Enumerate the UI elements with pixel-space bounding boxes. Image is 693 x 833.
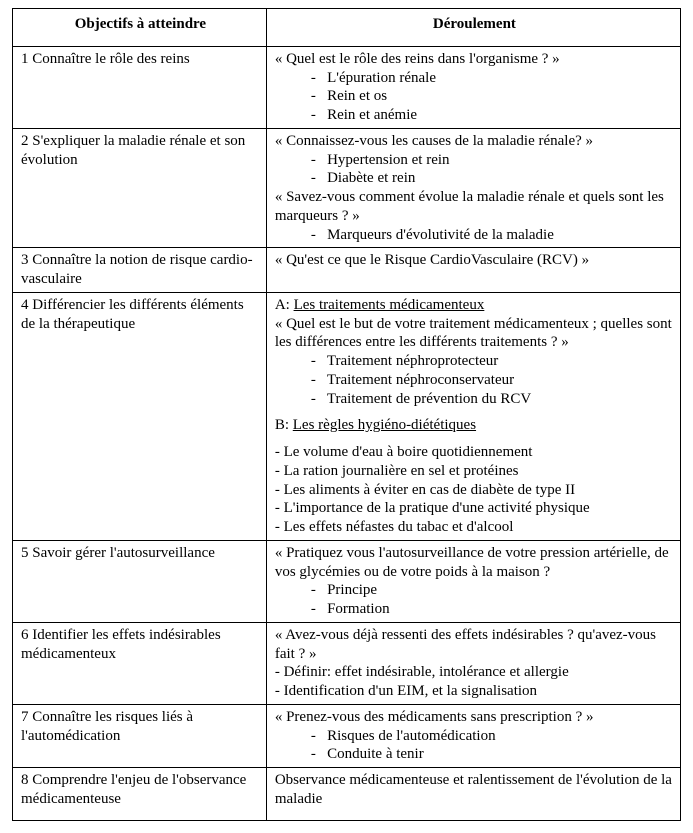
- bullet-list: Traitement néphroprotecteur Traitement n…: [275, 352, 674, 408]
- question-text: « Qu'est ce que le Risque CardioVasculai…: [275, 251, 674, 270]
- bullet-item: Rein et anémie: [311, 106, 674, 125]
- content-cell: « Qu'est ce que le Risque CardioVasculai…: [266, 248, 680, 293]
- bullet-item: Principe: [311, 581, 674, 600]
- bullet-item: Le volume d'eau à boire quotidiennement: [275, 443, 674, 462]
- bullet-item: Définir: effet indésirable, intolérance …: [275, 663, 674, 682]
- content-cell: « Pratiquez vous l'autosurveillance de v…: [266, 540, 680, 622]
- bullet-item: L'épuration rénale: [311, 69, 674, 88]
- bullet-list: Risques de l'automédication Conduite à t…: [275, 727, 674, 765]
- bullet-item: Traitement néphroconservateur: [311, 371, 674, 390]
- objectives-table: Objectifs à atteindre Déroulement 1 Conn…: [12, 8, 681, 821]
- content-cell: A: Les traitements médicamenteux « Quel …: [266, 292, 680, 540]
- section-prefix: A:: [275, 297, 294, 313]
- bullet-item: L'importance de la pratique d'une activi…: [275, 499, 674, 518]
- bullet-list: Marqueurs d'évolutivité de la maladie: [275, 226, 674, 245]
- content-cell: « Avez-vous déjà ressenti des effets ind…: [266, 622, 680, 704]
- bullet-list: Le volume d'eau à boire quotidiennement …: [275, 443, 674, 537]
- section-label: Les règles hygiéno-diététiques: [293, 417, 476, 433]
- bullet-item: Rein et os: [311, 87, 674, 106]
- question-text: « Pratiquez vous l'autosurveillance de v…: [275, 544, 674, 582]
- objective-cell: 1 Connaître le rôle des reins: [13, 46, 267, 128]
- content-cell: « Prenez-vous des médicaments sans presc…: [266, 704, 680, 767]
- table-row: 3 Connaître la notion de risque cardio-v…: [13, 248, 681, 293]
- bullet-item: Traitement néphroprotecteur: [311, 352, 674, 371]
- table-row: 1 Connaître le rôle des reins « Quel est…: [13, 46, 681, 128]
- bullet-item: Les aliments à éviter en cas de diabète …: [275, 481, 674, 500]
- header-deroulement: Déroulement: [266, 9, 680, 47]
- content-cell: « Connaissez-vous les causes de la malad…: [266, 128, 680, 248]
- content-cell: Observance médicamenteuse et ralentissem…: [266, 768, 680, 821]
- question-text: « Connaissez-vous les causes de la malad…: [275, 132, 674, 151]
- bullet-item: Hypertension et rein: [311, 151, 674, 170]
- bullet-item: Diabète et rein: [311, 169, 674, 188]
- bullet-list: L'épuration rénale Rein et os Rein et an…: [275, 69, 674, 125]
- bullet-item: Les effets néfastes du tabac et d'alcool: [275, 518, 674, 537]
- body-text: Observance médicamenteuse et ralentissem…: [275, 771, 674, 809]
- document-page: Objectifs à atteindre Déroulement 1 Conn…: [0, 0, 693, 833]
- bullet-list: Principe Formation: [275, 581, 674, 619]
- table-row: 5 Savoir gérer l'autosurveillance « Prat…: [13, 540, 681, 622]
- bullet-list: Hypertension et rein Diabète et rein: [275, 151, 674, 189]
- question-text: « Quel est le rôle des reins dans l'orga…: [275, 50, 674, 69]
- bullet-item: Marqueurs d'évolutivité de la maladie: [311, 226, 674, 245]
- bullet-item: Conduite à tenir: [311, 745, 674, 764]
- table-row: 8 Comprendre l'enjeu de l'observance méd…: [13, 768, 681, 821]
- section-heading: A: Les traitements médicamenteux: [275, 296, 674, 315]
- bullet-item: Identification d'un EIM, et la signalisa…: [275, 682, 674, 701]
- bullet-item: Formation: [311, 600, 674, 619]
- objective-cell: 6 Identifier les effets indésirables méd…: [13, 622, 267, 704]
- section-label: Les traitements médicamenteux: [294, 297, 485, 313]
- question-text: « Avez-vous déjà ressenti des effets ind…: [275, 626, 674, 664]
- table-row: 7 Connaître les risques liés à l'automéd…: [13, 704, 681, 767]
- table-row: 2 S'expliquer la maladie rénale et son é…: [13, 128, 681, 248]
- bullet-list: Définir: effet indésirable, intolérance …: [275, 663, 674, 701]
- objective-cell: 5 Savoir gérer l'autosurveillance: [13, 540, 267, 622]
- table-header-row: Objectifs à atteindre Déroulement: [13, 9, 681, 47]
- question-text: « Quel est le but de votre traitement mé…: [275, 315, 674, 353]
- table-row: 6 Identifier les effets indésirables méd…: [13, 622, 681, 704]
- bullet-item: Traitement de prévention du RCV: [311, 390, 674, 409]
- content-cell: « Quel est le rôle des reins dans l'orga…: [266, 46, 680, 128]
- objective-cell: 4 Différencier les différents éléments d…: [13, 292, 267, 540]
- table-row: 4 Différencier les différents éléments d…: [13, 292, 681, 540]
- bullet-item: La ration journalière en sel et protéine…: [275, 462, 674, 481]
- section-prefix: B:: [275, 417, 293, 433]
- objective-cell: 7 Connaître les risques liés à l'automéd…: [13, 704, 267, 767]
- objective-cell: 8 Comprendre l'enjeu de l'observance méd…: [13, 768, 267, 821]
- header-objectives: Objectifs à atteindre: [13, 9, 267, 47]
- section-heading: B: Les règles hygiéno-diététiques: [275, 416, 674, 435]
- question-text: « Prenez-vous des médicaments sans presc…: [275, 708, 674, 727]
- objective-cell: 3 Connaître la notion de risque cardio-v…: [13, 248, 267, 293]
- objective-cell: 2 S'expliquer la maladie rénale et son é…: [13, 128, 267, 248]
- bullet-item: Risques de l'automédication: [311, 727, 674, 746]
- question-text: « Savez-vous comment évolue la maladie r…: [275, 188, 674, 226]
